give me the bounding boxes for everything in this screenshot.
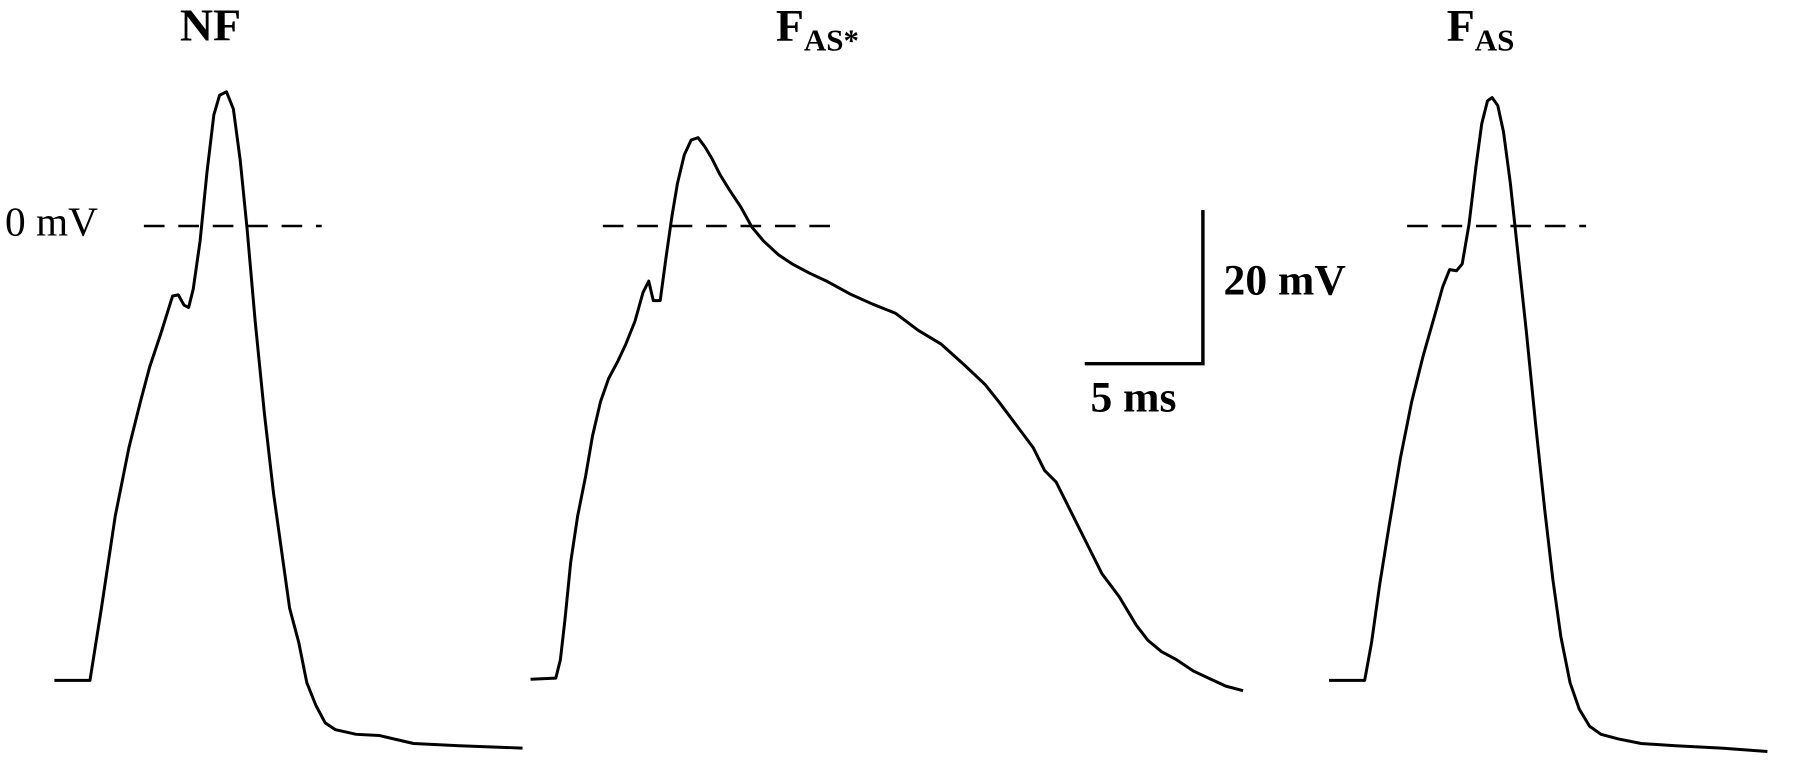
title-main: F [776, 0, 804, 50]
title-sub: AS* [804, 23, 859, 58]
reference-label: 0 mV [5, 199, 98, 245]
title-main: F [1447, 0, 1475, 50]
panel-title: NF [180, 0, 241, 50]
scale-bar [1084, 209, 1205, 366]
panel-title: FAS [1447, 0, 1515, 58]
title-sub: AS [1475, 23, 1515, 58]
panel-title: FAS* [776, 0, 859, 58]
scale-horizontal-label: 5 ms [1090, 374, 1176, 422]
scale-vertical-label: 20 mV [1224, 257, 1346, 305]
trace-fas-star [530, 136, 1244, 693]
trace-nf [54, 90, 523, 750]
trace-fas [1329, 96, 1768, 754]
